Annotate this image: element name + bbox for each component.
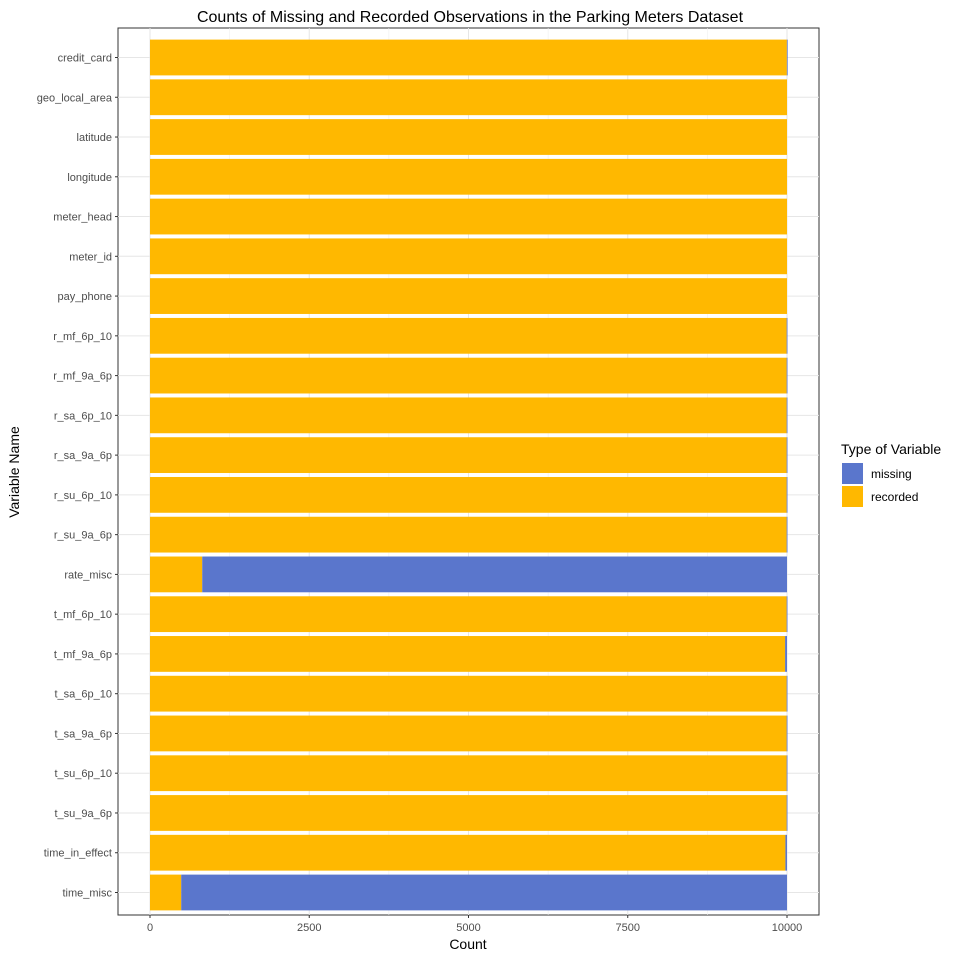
y-axis-ticks: credit_card geo_local_area latitude longitu…: [37, 53, 118, 900]
bar-missing: [786, 39, 788, 76]
y-tick-label: meter_id: [69, 251, 112, 263]
y-tick-label: r_sa_6p_10: [54, 410, 112, 422]
y-tick-label: geo_local_area: [37, 92, 113, 104]
y-axis-title: Variable Name: [6, 426, 22, 518]
bar-missing: [785, 636, 787, 672]
bar-missing: [786, 795, 788, 831]
bar-recorded: [150, 238, 787, 275]
y-tick-label: r_su_6p_10: [54, 490, 112, 502]
bar-missing: [786, 516, 788, 553]
y-tick-label: pay_phone: [58, 291, 112, 303]
x-tick-label: 10000: [772, 922, 803, 934]
bar-recorded: [150, 715, 787, 752]
y-tick-label: latitude: [77, 132, 112, 144]
bar-recorded: [150, 874, 182, 911]
y-tick-label: r_mf_9a_6p: [53, 371, 112, 383]
y-tick-label: meter_head: [53, 212, 112, 224]
bar-missing: [786, 675, 788, 712]
bar-missing: [202, 556, 787, 593]
bar-missing: [786, 397, 788, 434]
y-tick-label: t_sa_6p_10: [55, 689, 113, 701]
y-tick-label: t_sa_9a_6p: [55, 728, 113, 740]
bar-recorded: [150, 397, 787, 434]
bar-recorded: [150, 476, 787, 513]
bar-recorded: [150, 795, 787, 831]
y-tick-label: t_mf_6p_10: [54, 609, 112, 621]
y-tick-label: time_in_effect: [44, 848, 112, 860]
legend-label-recorded: recorded: [871, 490, 918, 504]
bar-recorded: [150, 834, 786, 871]
bar-recorded: [150, 119, 787, 155]
y-tick-label: r_sa_9a_6p: [54, 450, 112, 462]
chart-title: Counts of Missing and Recorded Observati…: [197, 9, 744, 26]
bar-recorded: [150, 39, 787, 76]
legend: Type of Variable missing recorded: [841, 441, 941, 507]
x-tick-label: 7500: [616, 922, 640, 934]
bar-recorded: [150, 437, 787, 474]
y-tick-label: t_su_9a_6p: [55, 808, 113, 820]
bar-recorded: [150, 317, 787, 354]
bar-recorded: [150, 158, 787, 195]
bar-recorded: [150, 278, 787, 314]
bar-recorded: [150, 198, 787, 235]
plot-area: [117, 27, 820, 916]
x-tick-label: 2500: [297, 922, 321, 934]
bars: [150, 39, 788, 911]
bar-recorded: [150, 79, 787, 116]
bar-recorded: [150, 755, 787, 792]
bar-missing: [786, 476, 788, 513]
bar-missing: [181, 874, 787, 911]
y-tick-label: r_su_9a_6p: [54, 530, 112, 542]
y-tick-label: time_misc: [62, 888, 112, 900]
y-tick-label: t_su_6p_10: [55, 768, 113, 780]
bar-missing: [786, 715, 788, 752]
bar-missing: [786, 437, 788, 474]
legend-title: Type of Variable: [841, 441, 941, 457]
bar-missing: [786, 596, 788, 633]
bar-recorded: [150, 357, 787, 394]
bar-recorded: [150, 516, 787, 553]
y-tick-label: longitude: [67, 172, 112, 184]
bar-recorded: [150, 596, 787, 633]
x-axis-ticks: 0 2500 5000 7500 10000: [147, 915, 802, 934]
bar-recorded: [150, 556, 203, 593]
bar-missing: [786, 317, 788, 354]
bar-recorded: [150, 675, 787, 712]
bar-missing: [786, 357, 788, 394]
y-tick-label: rate_misc: [64, 569, 112, 581]
x-axis-title: Count: [449, 936, 486, 952]
y-tick-label: r_mf_6p_10: [53, 331, 112, 343]
bar-missing: [786, 755, 788, 792]
y-tick-label: credit_card: [58, 53, 112, 65]
legend-entries: missing recorded: [842, 463, 918, 507]
x-tick-label: 5000: [456, 922, 480, 934]
legend-key-recorded: [842, 486, 863, 507]
bar-recorded: [150, 636, 786, 672]
y-tick-label: t_mf_9a_6p: [54, 649, 112, 661]
legend-label-missing: missing: [871, 467, 912, 481]
legend-key-missing: [842, 463, 863, 484]
x-tick-label: 0: [147, 922, 153, 934]
bar-missing: [785, 834, 787, 871]
